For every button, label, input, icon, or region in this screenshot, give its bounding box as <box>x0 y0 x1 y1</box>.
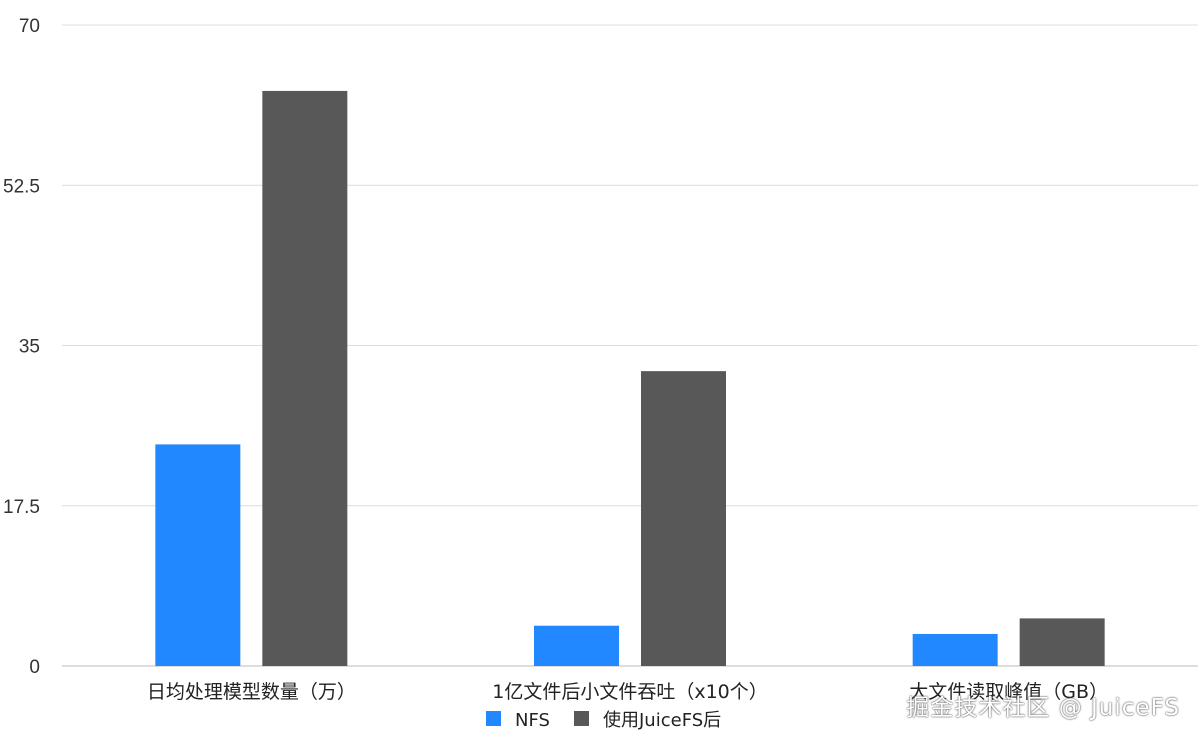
y-tick-label: 52.5 <box>3 176 40 197</box>
legend-swatch <box>486 711 501 726</box>
x-category-label: 大文件读取峰值（GB） <box>909 681 1108 703</box>
bar-nfs <box>155 444 241 666</box>
y-tick-label: 35 <box>19 337 40 358</box>
bar-nfs <box>534 625 619 666</box>
watermark-text: 掘金技术社区 @ JuiceFS <box>906 695 1180 721</box>
bar-juicefs <box>262 90 348 667</box>
x-category-label: 日均处理模型数量（万） <box>147 681 356 703</box>
y-tick-label: 70 <box>19 16 40 37</box>
legend-swatch <box>574 711 589 726</box>
legend-label: NFS <box>515 710 550 731</box>
legend-label: 使用JuiceFS后 <box>603 710 721 731</box>
bar-juicefs <box>641 371 726 666</box>
bar-nfs <box>912 633 998 666</box>
y-tick-label: 17.5 <box>3 497 40 518</box>
y-tick-label: 0 <box>29 657 40 678</box>
x-category-label: 1亿文件后小文件吞吐（x10个） <box>492 681 768 703</box>
bar-juicefs <box>1019 618 1105 666</box>
